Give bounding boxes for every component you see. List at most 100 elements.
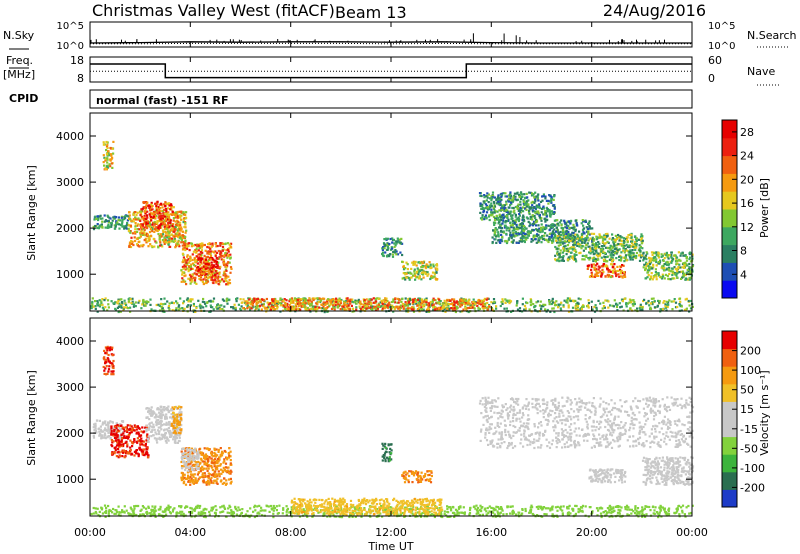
- power-cell: [612, 254, 615, 257]
- colorbar-swatch: [722, 209, 737, 228]
- power-cell: [509, 191, 512, 194]
- power-cell: [542, 213, 545, 216]
- power-cell: [416, 307, 420, 311]
- power-cell: [346, 301, 349, 304]
- power-cell: [590, 232, 593, 235]
- power-cell: [162, 309, 165, 312]
- power-cell: [379, 301, 382, 304]
- power-cell: [664, 305, 667, 308]
- power-cell: [504, 224, 507, 227]
- power-cell: [131, 232, 135, 235]
- power-cell: [584, 255, 587, 258]
- power-cell: [172, 223, 175, 226]
- power-cell: [572, 223, 575, 226]
- power-cell: [343, 302, 346, 305]
- power-cell: [384, 244, 387, 247]
- power-cell: [602, 265, 605, 268]
- power-cell: [598, 233, 601, 236]
- power-cell: [509, 197, 512, 200]
- velocity-cell: [99, 425, 102, 428]
- power-cell: [376, 308, 379, 311]
- power-cell: [217, 307, 220, 310]
- power-cell: [219, 275, 222, 279]
- power-cell: [639, 303, 642, 306]
- power-cell: [107, 219, 110, 222]
- power-cell: [136, 228, 139, 231]
- power-cell: [102, 154, 105, 157]
- power-cell: [437, 306, 441, 309]
- power-cell: [565, 253, 568, 256]
- power-cell: [688, 257, 691, 261]
- power-cell: [462, 298, 465, 301]
- power-cell: [239, 307, 242, 310]
- power-cell: [501, 222, 504, 225]
- power-cell: [448, 303, 451, 306]
- power-cell: [541, 228, 544, 231]
- power-cell: [202, 282, 206, 285]
- power-cell: [456, 303, 460, 306]
- power-cell: [512, 234, 515, 237]
- power-cell: [204, 249, 207, 252]
- power-cell: [166, 215, 169, 218]
- power-cell: [161, 210, 165, 213]
- power-cell: [643, 263, 646, 266]
- power-cell: [510, 199, 513, 202]
- power-cell: [164, 240, 167, 243]
- power-cell: [542, 303, 545, 306]
- power-cell: [624, 254, 628, 257]
- power-cell: [137, 244, 140, 248]
- power-cell: [216, 272, 219, 275]
- power-cell: [574, 305, 577, 308]
- power-cell: [619, 306, 622, 309]
- power-cell: [350, 304, 353, 307]
- power-cell: [591, 239, 594, 242]
- power-cell: [586, 264, 589, 267]
- power-cell: [203, 243, 206, 247]
- freq-panel: Freq. [MHz] 18 8 60 0 Nave: [3, 54, 781, 86]
- power-cell: [552, 238, 555, 241]
- power-cell: [459, 305, 462, 308]
- power-cell: [392, 238, 395, 241]
- power-cell: [442, 304, 445, 307]
- power-cell: [533, 223, 536, 226]
- power-cell: [408, 307, 411, 310]
- power-cell: [460, 303, 463, 306]
- power-cell: [562, 254, 565, 258]
- power-cell: [517, 226, 520, 230]
- power-cell: [537, 199, 540, 202]
- power-cell: [148, 221, 152, 224]
- power-cell: [321, 297, 324, 300]
- power-cell: [256, 297, 260, 300]
- power-cell: [669, 270, 672, 273]
- power-cell: [314, 305, 317, 308]
- power-cell: [424, 266, 427, 269]
- power-cell: [537, 193, 540, 196]
- power-cell: [514, 219, 517, 222]
- power-cell: [680, 305, 683, 308]
- power-cell: [659, 259, 662, 262]
- power-cell: [182, 217, 186, 220]
- power-cell: [506, 213, 509, 217]
- power-cell: [487, 207, 490, 210]
- power-cell: [292, 308, 295, 311]
- power-cell: [688, 278, 691, 281]
- power-cell: [273, 308, 276, 311]
- power-cell: [201, 280, 204, 283]
- power-cell: [689, 272, 692, 275]
- power-cell: [226, 252, 229, 255]
- power-cell: [648, 256, 651, 259]
- power-cell: [115, 220, 118, 223]
- power-cell: [611, 238, 614, 241]
- power-cell: [534, 235, 537, 238]
- power-cell: [511, 206, 514, 210]
- power-cell: [191, 253, 194, 256]
- power-cell: [505, 219, 508, 223]
- power-cell: [181, 273, 184, 276]
- power-cell: [160, 235, 163, 238]
- power-cell: [415, 272, 418, 275]
- power-cell: [558, 238, 561, 241]
- power-cell: [536, 210, 539, 213]
- power-cell: [120, 298, 123, 301]
- power-cell: [654, 258, 657, 261]
- power-cell: [587, 245, 590, 248]
